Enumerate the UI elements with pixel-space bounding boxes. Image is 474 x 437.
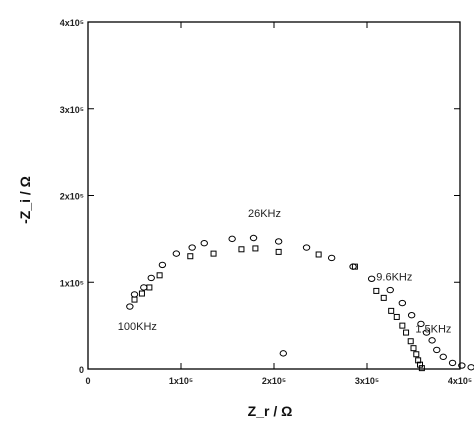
y-tick-label: 4x10⁵ [60,18,84,28]
data-point-square [388,307,395,314]
data-point-circle [147,274,155,282]
data-point-circle [228,235,236,243]
data-point-square [415,357,422,364]
data-point-circle [172,250,181,257]
data-point-square [131,296,138,303]
data-point-circle [140,284,148,291]
data-point-square [187,253,194,260]
data-point-square [418,365,425,372]
data-point-circle [407,312,416,319]
data-point-circle [386,286,394,294]
y-tick-label: 3x10⁵ [60,105,84,115]
data-point-square [410,345,417,352]
data-point-square [146,284,153,291]
x-tick-label: 1x10⁵ [169,376,193,386]
data-point-square [315,251,322,258]
x-tick-label: 3x10⁵ [355,376,379,386]
data-point-square [275,248,282,255]
data-point-square [413,351,420,358]
data-point-square [373,287,380,294]
data-point-square [407,338,414,345]
data-point-square [417,361,424,368]
data-point-circle [130,291,139,298]
data-point-square [210,250,217,257]
data-point-circle [126,303,134,310]
data-point-circle [249,234,258,242]
data-point-square [156,272,163,279]
y-axis-label: -Z_i / Ω [17,176,33,224]
data-point-square [351,263,358,270]
data-point-square [399,322,406,329]
data-point-circle [349,263,357,270]
x-tick-label: 2x10⁵ [262,376,286,386]
data-point-circle [279,350,287,357]
plot-frame [87,21,461,370]
data-markers [126,234,474,372]
data-point-circle [428,337,436,344]
frequency-label: 1.5KHz [415,324,451,336]
y-tick-label: 2x10⁵ [60,192,84,202]
x-tick-label: 0 [85,376,90,386]
data-point-circle [422,329,431,336]
x-axis-label: Z_r / Ω [248,403,293,419]
data-point-circle [467,364,474,371]
y-tick-label: 0 [79,365,84,375]
data-point-circle [327,254,336,262]
x-tick-label: 4x10⁵ [448,376,472,386]
data-point-square [138,290,145,297]
data-point-circle [274,238,283,245]
frequency-annotations: 26KHz 9.6KHz 1.5KHz 100KHz [118,208,452,335]
data-point-circle [433,346,441,354]
frequency-label: 100KHz [118,321,157,333]
axis-tick-labels: 0 1x10⁵ 2x10⁵ 3x10⁵ 4x10⁵ 0 1x10⁵ 2x10⁵ 3x10⁵ 4x1… [60,18,472,386]
data-point-square [393,313,400,320]
data-point-circle [200,240,208,247]
data-point-circle [158,261,167,269]
data-point-circle [302,244,311,251]
data-point-square [380,294,387,301]
data-point-circle [188,244,196,251]
data-point-square [252,245,259,252]
data-point-circle [448,359,457,367]
data-point-circle [458,362,466,369]
y-tick-label: 1x10⁵ [60,278,84,288]
data-point-circle [398,299,407,307]
data-point-circle [439,353,447,361]
axis-ticks [87,21,461,370]
data-point-square [403,329,410,336]
frequency-label: 9.6KHz [376,272,412,284]
frequency-label: 26KHz [248,208,281,220]
data-point-circle [367,275,376,282]
data-point-square [238,246,245,253]
data-point-circle [417,320,425,328]
